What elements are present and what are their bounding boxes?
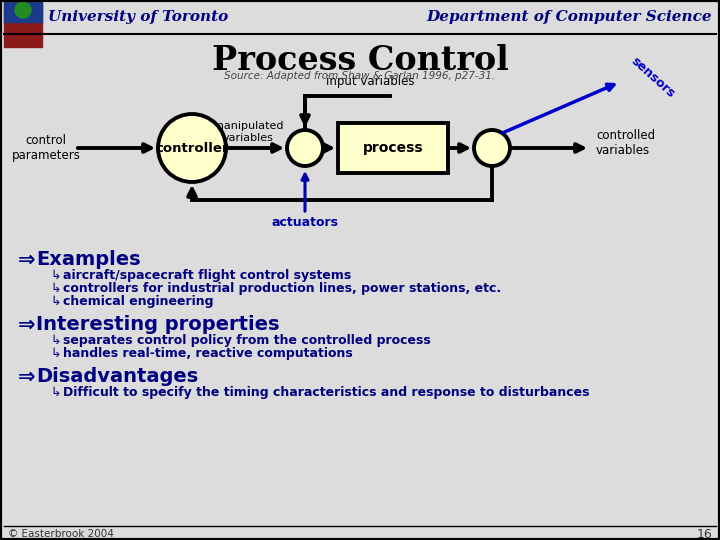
Text: manipulated
variables: manipulated variables bbox=[212, 121, 283, 143]
Text: ↳: ↳ bbox=[50, 334, 60, 347]
Text: separates control policy from the controlled process: separates control policy from the contro… bbox=[63, 334, 431, 347]
Text: ⇒: ⇒ bbox=[18, 315, 35, 335]
Circle shape bbox=[15, 2, 31, 18]
Bar bbox=[4, 2, 42, 47]
Text: Difficult to specify the timing characteristics and response to disturbances: Difficult to specify the timing characte… bbox=[63, 386, 590, 399]
Text: chemical engineering: chemical engineering bbox=[63, 295, 214, 308]
Text: aircraft/spacecraft flight control systems: aircraft/spacecraft flight control syste… bbox=[63, 269, 351, 282]
Text: ⇒: ⇒ bbox=[18, 250, 35, 270]
Text: ↳: ↳ bbox=[50, 295, 60, 308]
Text: ↳: ↳ bbox=[50, 386, 60, 399]
Text: Examples: Examples bbox=[36, 250, 140, 269]
Text: ⇒: ⇒ bbox=[18, 367, 35, 387]
Text: 16: 16 bbox=[696, 528, 712, 540]
Text: ↳: ↳ bbox=[50, 347, 60, 360]
Text: Interesting properties: Interesting properties bbox=[36, 315, 279, 334]
Text: University of Toronto: University of Toronto bbox=[48, 10, 228, 24]
Text: input variables: input variables bbox=[325, 75, 414, 88]
Bar bbox=[4, 2, 42, 22]
Text: Disadvantages: Disadvantages bbox=[36, 367, 198, 386]
Text: actuators: actuators bbox=[271, 215, 338, 228]
Text: handles real-time, reactive computations: handles real-time, reactive computations bbox=[63, 347, 353, 360]
Circle shape bbox=[474, 130, 510, 166]
Text: controlled
variables: controlled variables bbox=[596, 129, 655, 157]
Bar bbox=[338, 123, 448, 173]
Text: © Easterbrook 2004: © Easterbrook 2004 bbox=[8, 529, 114, 539]
Text: ↳: ↳ bbox=[50, 269, 60, 282]
Bar bbox=[2, 2, 718, 34]
Text: Source: Adapted from Shaw & Garlan 1996, p27-31.: Source: Adapted from Shaw & Garlan 1996,… bbox=[225, 71, 495, 81]
Circle shape bbox=[287, 130, 323, 166]
Text: controllers for industrial production lines, power stations, etc.: controllers for industrial production li… bbox=[63, 282, 501, 295]
Text: Process Control: Process Control bbox=[212, 44, 508, 77]
Text: Department of Computer Science: Department of Computer Science bbox=[426, 10, 712, 24]
Circle shape bbox=[158, 114, 226, 182]
Text: process: process bbox=[363, 141, 423, 155]
Text: control
parameters: control parameters bbox=[12, 134, 81, 162]
Text: controller: controller bbox=[156, 141, 229, 154]
Text: ↳: ↳ bbox=[50, 282, 60, 295]
Text: sensors: sensors bbox=[628, 55, 677, 101]
